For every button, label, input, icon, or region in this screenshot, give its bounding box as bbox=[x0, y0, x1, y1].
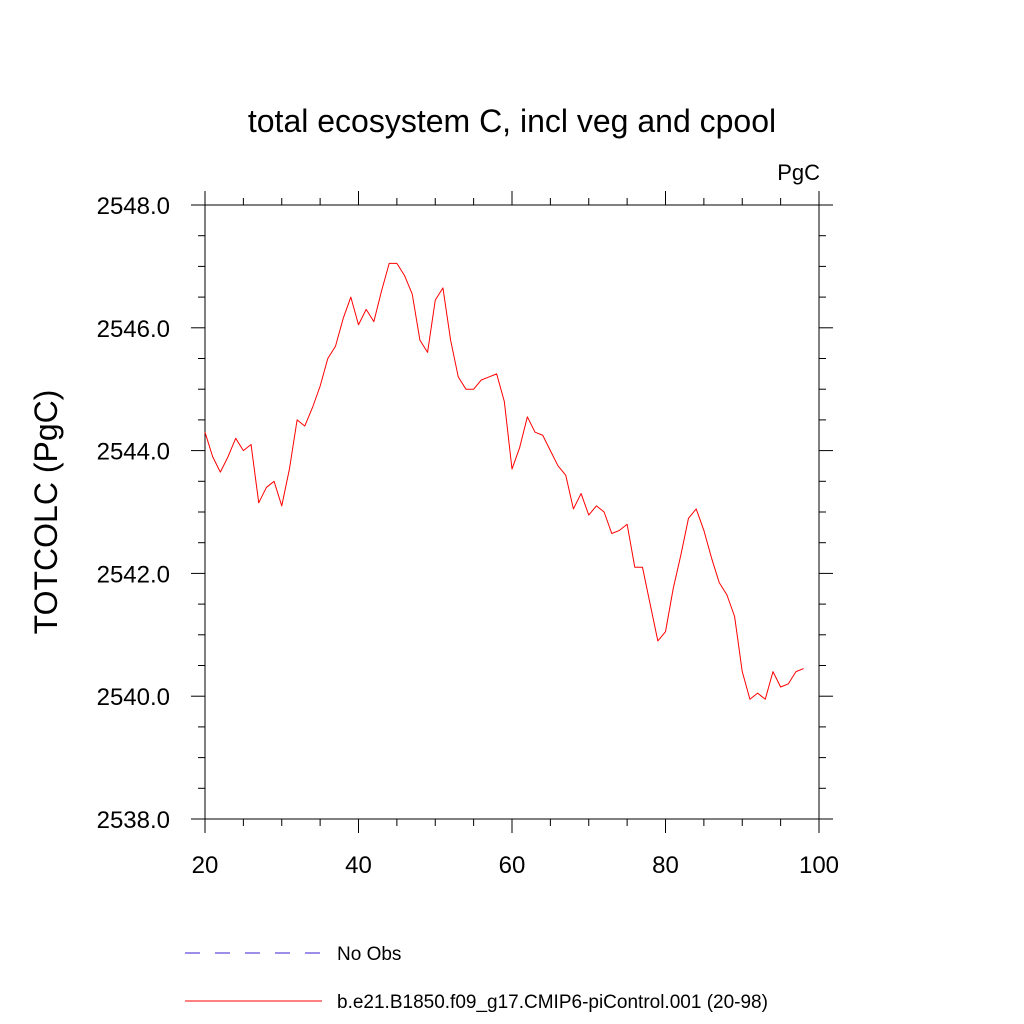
x-tick-label: 80 bbox=[652, 852, 679, 879]
legend: No Obs b.e21.B1850.f09_g17.CMIP6-piContr… bbox=[185, 944, 768, 1013]
legend-label-picontrol: b.e21.B1850.f09_g17.CMIP6-piControl.001 … bbox=[337, 992, 768, 1013]
chart-title: total ecosystem C, incl veg and cpool bbox=[248, 103, 776, 139]
y-tick-label: 2548.0 bbox=[97, 193, 170, 220]
units-label: PgC bbox=[777, 160, 820, 185]
x-tick-label: 60 bbox=[499, 852, 526, 879]
y-tick-label: 2544.0 bbox=[97, 439, 170, 466]
y-tick-label: 2542.0 bbox=[97, 561, 170, 588]
x-tick-label: 40 bbox=[345, 852, 372, 879]
y-tick-label: 2538.0 bbox=[97, 807, 170, 834]
x-tick-label: 20 bbox=[192, 852, 219, 879]
plot-frame bbox=[204, 204, 820, 820]
x-tick-label: 100 bbox=[799, 852, 839, 879]
x-tick-labels: 20 40 60 80 100 bbox=[192, 852, 839, 879]
axis-ticks bbox=[191, 191, 833, 833]
legend-label-no-obs: No Obs bbox=[337, 944, 401, 965]
y-tick-labels: 2538.0 2540.0 2542.0 2544.0 2546.0 2548.0 bbox=[97, 193, 170, 834]
y-tick-label: 2546.0 bbox=[97, 316, 170, 343]
series-line bbox=[204, 262, 804, 700]
y-axis-label: TOTCOLC (PgC) bbox=[28, 390, 64, 635]
y-tick-label: 2540.0 bbox=[97, 684, 170, 711]
series-lines bbox=[204, 262, 804, 700]
